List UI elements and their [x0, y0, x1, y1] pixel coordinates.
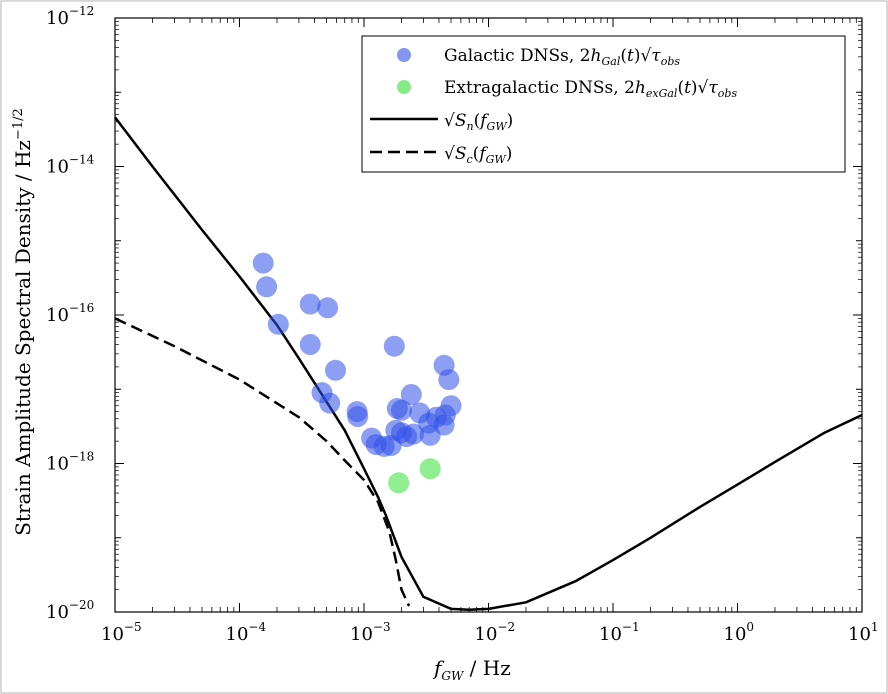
axis-ticks	[114, 17, 863, 613]
y-tick-label: 10−20	[46, 598, 94, 623]
galactic-dns-point	[440, 395, 462, 417]
legend-marker-extragalactic	[397, 80, 411, 94]
galactic-dns-point	[400, 384, 422, 405]
galactic-dns-point	[391, 399, 412, 421]
x-tick-label: 10−4	[226, 620, 267, 645]
galactic-dns-point	[347, 406, 369, 427]
extragalactic-dns-point	[419, 458, 441, 480]
plot-frame	[114, 17, 863, 613]
y-axis-title: Strain Amplitude Spectral Density / Hz−1…	[11, 108, 35, 536]
legend-label-extragalactic: Extragalactic DNSs, 2hexGal(t)√τobs	[444, 78, 737, 100]
galactic-dns-point	[299, 334, 321, 355]
galactic-dns-point	[391, 422, 412, 444]
legend-label-sn: √Sn(fGW)	[444, 111, 513, 133]
x-tick-label: 10−2	[475, 620, 516, 645]
galactic-dns-point	[317, 297, 339, 319]
svg-text:fGW / Hz: fGW / Hz	[432, 656, 511, 683]
y-tick-label: 10−14	[46, 153, 95, 178]
x-tick-label: 10−5	[101, 620, 142, 645]
markers	[252, 252, 462, 494]
galactic-dns-point	[267, 313, 289, 335]
legend-marker-galactic	[397, 48, 411, 62]
galactic-dns-point	[383, 335, 405, 357]
y-tick-label: 10−12	[46, 4, 94, 29]
galactic-dns-point	[319, 392, 341, 414]
curve-sc	[114, 317, 411, 607]
galactic-dns-point	[419, 424, 441, 446]
galactic-dns-point	[256, 276, 278, 298]
svg-text:Strain Amplitude Spectral Dens: Strain Amplitude Spectral Density / Hz−1…	[11, 108, 35, 536]
x-tick-label: 10−3	[350, 620, 391, 645]
legend: Galactic DNSs, 2hGal(t)√τobs Extragalact…	[361, 35, 846, 173]
galactic-dns-point	[252, 252, 274, 274]
y-tick-label: 10−18	[46, 450, 94, 475]
legend-label-galactic: Galactic DNSs, 2hGal(t)√τobs	[444, 46, 680, 68]
legend-box	[361, 35, 846, 173]
x-axis-title: fGW / Hz	[432, 656, 511, 683]
x-tick-label: 101	[848, 620, 879, 645]
x-tick-label: 10−1	[599, 620, 640, 645]
x-tick-label: 100	[724, 620, 755, 645]
extragalactic-dns-point	[388, 472, 410, 494]
tick-labels: 10−5 10−4 10−3 10−2 10−1 100 101 10−20 10−18 10−1…	[46, 4, 879, 645]
galactic-dns-point	[299, 293, 321, 315]
y-tick-label: 10−16	[46, 301, 94, 326]
galactic-dns-point	[325, 359, 346, 381]
legend-label-sc: √Sc(fGW)	[444, 144, 512, 166]
galactic-dns-point	[438, 369, 460, 391]
